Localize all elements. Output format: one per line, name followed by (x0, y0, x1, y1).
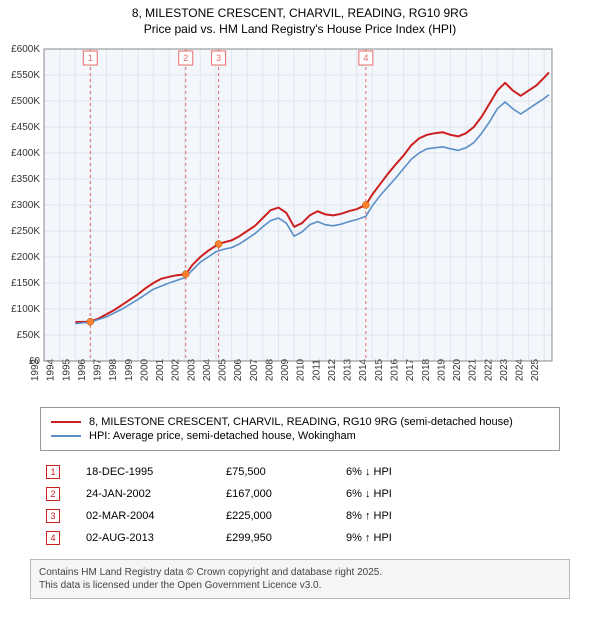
svg-text:2004: 2004 (202, 359, 213, 382)
legend-swatch (51, 421, 81, 423)
event-row: 118-DEC-1995£75,5006% ↓ HPI (40, 461, 560, 483)
svg-text:1997: 1997 (93, 359, 104, 382)
svg-text:2019: 2019 (436, 359, 447, 382)
legend-label: HPI: Average price, semi-detached house,… (89, 430, 356, 442)
svg-text:2: 2 (183, 53, 188, 63)
svg-text:£300K: £300K (11, 200, 40, 211)
svg-text:£200K: £200K (11, 252, 40, 263)
svg-text:4: 4 (363, 53, 368, 63)
event-delta: 9% ↑ HPI (340, 527, 560, 549)
svg-text:2012: 2012 (327, 359, 338, 382)
svg-text:1: 1 (88, 53, 93, 63)
svg-text:1999: 1999 (124, 359, 135, 382)
event-row: 224-JAN-2002£167,0006% ↓ HPI (40, 483, 560, 505)
svg-text:2006: 2006 (233, 359, 244, 382)
svg-text:2020: 2020 (452, 359, 463, 382)
legend-label: 8, MILESTONE CRESCENT, CHARVIL, READING,… (89, 416, 513, 428)
event-date: 02-AUG-2013 (80, 527, 220, 549)
event-marker: 4 (40, 527, 80, 549)
svg-text:2015: 2015 (374, 359, 385, 382)
legend-swatch (51, 435, 81, 437)
event-date: 18-DEC-1995 (80, 461, 220, 483)
svg-text:2002: 2002 (171, 359, 182, 382)
svg-text:2001: 2001 (155, 359, 166, 382)
event-price: £225,000 (220, 505, 340, 527)
event-marker: 2 (40, 483, 80, 505)
svg-text:2007: 2007 (249, 359, 260, 382)
svg-text:1994: 1994 (46, 359, 57, 382)
legend-item: 8, MILESTONE CRESCENT, CHARVIL, READING,… (51, 416, 549, 428)
svg-text:2024: 2024 (515, 359, 526, 382)
svg-text:£250K: £250K (11, 226, 40, 237)
svg-text:£450K: £450K (11, 122, 40, 133)
svg-text:2005: 2005 (218, 359, 229, 382)
event-row: 402-AUG-2013£299,9509% ↑ HPI (40, 527, 560, 549)
legend-item: HPI: Average price, semi-detached house,… (51, 430, 549, 442)
event-delta: 8% ↑ HPI (340, 505, 560, 527)
svg-text:2022: 2022 (483, 359, 494, 382)
svg-text:2011: 2011 (311, 359, 322, 381)
event-date: 24-JAN-2002 (80, 483, 220, 505)
svg-text:£550K: £550K (11, 70, 40, 81)
events-table: 118-DEC-1995£75,5006% ↓ HPI224-JAN-2002£… (40, 461, 560, 549)
event-marker: 1 (40, 461, 80, 483)
legend: 8, MILESTONE CRESCENT, CHARVIL, READING,… (40, 407, 560, 451)
svg-text:2023: 2023 (499, 359, 510, 382)
footer-line-1: Contains HM Land Registry data © Crown c… (39, 566, 561, 579)
svg-text:1993: 1993 (30, 359, 41, 382)
event-price: £167,000 (220, 483, 340, 505)
svg-text:1995: 1995 (61, 359, 72, 382)
title-line-1: 8, MILESTONE CRESCENT, CHARVIL, READING,… (0, 6, 600, 22)
svg-text:£150K: £150K (11, 278, 40, 289)
svg-text:2010: 2010 (296, 359, 307, 382)
event-price: £299,950 (220, 527, 340, 549)
svg-text:£400K: £400K (11, 148, 40, 159)
svg-text:2013: 2013 (343, 359, 354, 382)
chart-title: 8, MILESTONE CRESCENT, CHARVIL, READING,… (0, 0, 600, 41)
event-delta: 6% ↓ HPI (340, 461, 560, 483)
event-row: 302-MAR-2004£225,0008% ↑ HPI (40, 505, 560, 527)
event-delta: 6% ↓ HPI (340, 483, 560, 505)
event-marker: 3 (40, 505, 80, 527)
svg-text:3: 3 (216, 53, 221, 63)
license-footer: Contains HM Land Registry data © Crown c… (30, 559, 570, 599)
svg-text:£50K: £50K (17, 330, 41, 341)
svg-text:2014: 2014 (358, 359, 369, 382)
svg-text:£600K: £600K (11, 44, 40, 55)
svg-text:1996: 1996 (77, 359, 88, 382)
svg-text:2018: 2018 (421, 359, 432, 382)
event-date: 02-MAR-2004 (80, 505, 220, 527)
line-chart-svg: £0£50K£100K£150K£200K£250K£300K£350K£400… (0, 41, 560, 401)
footer-line-2: This data is licensed under the Open Gov… (39, 579, 561, 592)
svg-text:2003: 2003 (186, 359, 197, 382)
svg-text:£500K: £500K (11, 96, 40, 107)
svg-text:2000: 2000 (139, 359, 150, 382)
svg-text:2025: 2025 (530, 359, 541, 382)
svg-text:£100K: £100K (11, 304, 40, 315)
svg-text:2008: 2008 (264, 359, 275, 382)
svg-text:2017: 2017 (405, 359, 416, 382)
svg-text:1998: 1998 (108, 359, 119, 382)
chart-area: £0£50K£100K£150K£200K£250K£300K£350K£400… (0, 41, 600, 401)
svg-text:2021: 2021 (468, 359, 479, 382)
svg-text:£350K: £350K (11, 174, 40, 185)
event-price: £75,500 (220, 461, 340, 483)
svg-text:2016: 2016 (390, 359, 401, 382)
svg-text:2009: 2009 (280, 359, 291, 382)
title-line-2: Price paid vs. HM Land Registry's House … (0, 22, 600, 38)
